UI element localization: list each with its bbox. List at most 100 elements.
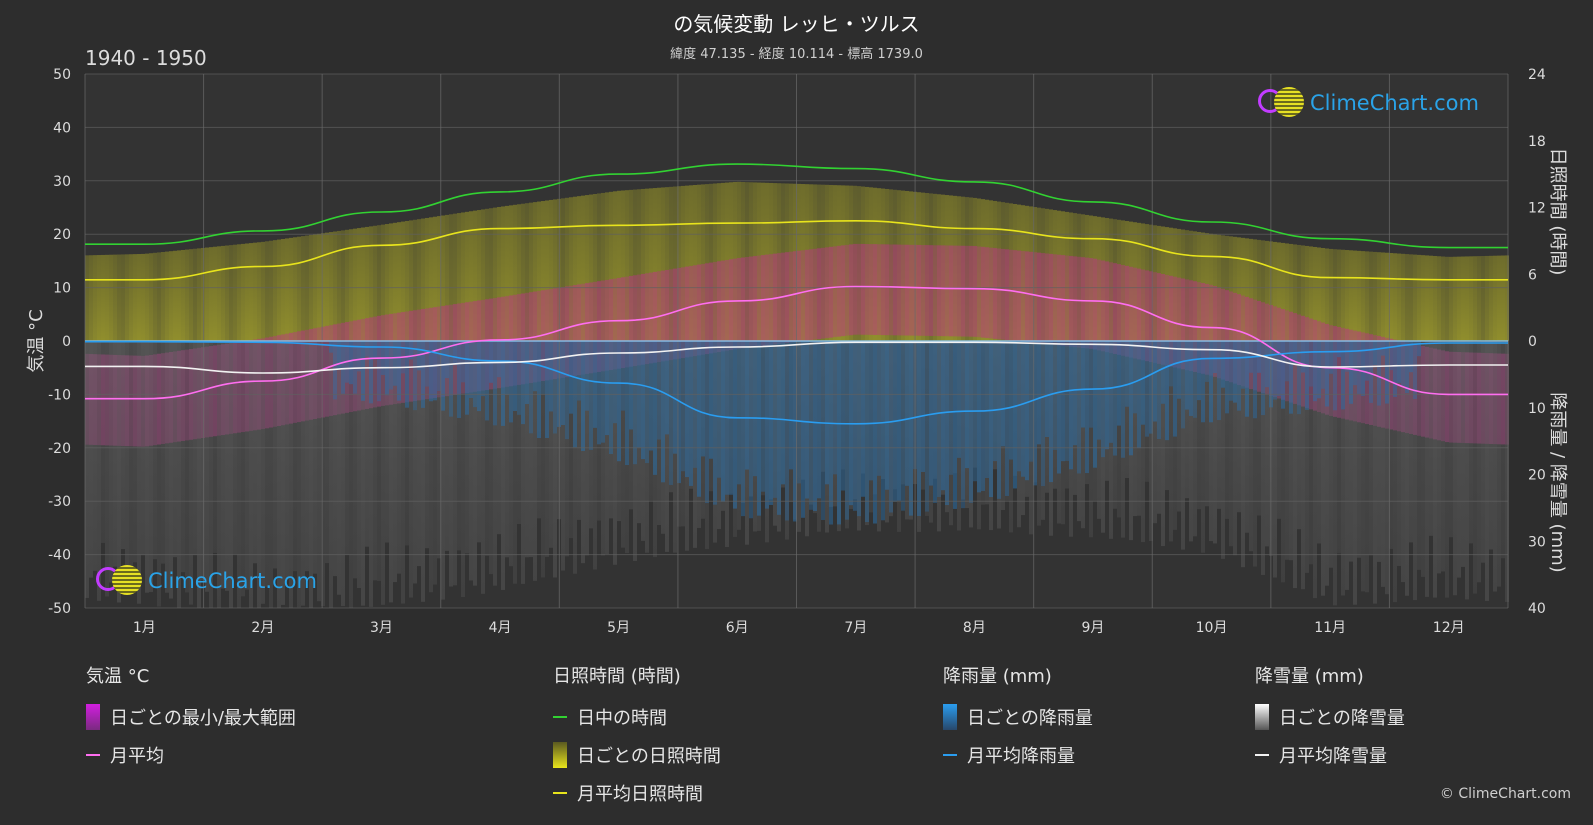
daily-sunshine-bar — [1105, 217, 1109, 341]
daily-sunshine-bar — [1169, 227, 1173, 341]
daily-temperature-range — [993, 248, 997, 339]
daily-temperature-range — [809, 249, 813, 341]
x-tick-label: 3月 — [370, 620, 393, 636]
logo-bottom[interactable]: ClimeChart.com — [94, 564, 317, 598]
daily-rain-bar — [1201, 341, 1205, 423]
daily-sunshine-bar — [693, 185, 697, 341]
daily-temperature-range — [845, 244, 849, 336]
daily-snow-bar — [681, 341, 685, 527]
daily-sunshine-bar — [809, 184, 813, 341]
daily-rain-bar — [777, 341, 781, 515]
daily-snow-bar — [1401, 341, 1405, 583]
daily-sunshine-bar — [385, 224, 389, 341]
daily-snow-bar — [1373, 341, 1377, 604]
daily-sunshine-bar — [813, 184, 817, 341]
y-tick-label: -50 — [48, 601, 71, 617]
daily-snow-bar — [493, 341, 497, 586]
daily-snow-bar — [797, 341, 801, 532]
daily-snow-bar — [369, 341, 373, 607]
daily-rain-bar — [1237, 341, 1241, 411]
daily-sunshine-bar — [341, 230, 345, 341]
daily-sunshine-bar — [353, 228, 357, 341]
daily-sunshine-bar — [609, 191, 613, 341]
daily-sunshine-bar — [1189, 230, 1193, 341]
y2-tick-label: 18 — [1528, 134, 1546, 150]
daily-rain-bar — [925, 341, 929, 512]
daily-sunshine-bar — [389, 223, 393, 341]
legend-rain: 降雨量 (mm) 日ごとの降雨量 月平均降雨量 — [943, 662, 1093, 774]
daily-rain-bar — [553, 341, 557, 434]
daily-temperature-range — [1141, 269, 1145, 361]
daily-rain-bar — [433, 341, 437, 401]
daily-sunshine-bar — [1345, 250, 1349, 341]
daily-rain-bar — [473, 341, 477, 408]
daily-rain-bar — [1013, 341, 1017, 489]
logo-top[interactable]: ClimeChart.com — [1256, 86, 1479, 120]
daily-temperature-range — [685, 266, 689, 358]
daily-snow-bar — [1021, 341, 1025, 516]
daily-snow-bar — [533, 341, 537, 581]
daily-snow-bar — [561, 341, 565, 571]
daily-rain-bar — [1149, 341, 1153, 434]
daily-temperature-range — [617, 277, 621, 369]
daily-sunshine-bar — [1469, 256, 1473, 341]
daily-sunshine-bar — [537, 201, 541, 341]
daily-sunshine-bar — [1421, 255, 1425, 341]
daily-snow-bar — [317, 341, 321, 602]
daily-snow-bar — [853, 341, 857, 500]
legend-group-title: 日照時間 (時間) — [553, 666, 681, 687]
daily-snow-bar — [1113, 341, 1117, 509]
daily-rain-bar — [909, 341, 913, 516]
daily-snow-bar — [765, 341, 769, 543]
daily-sunshine-bar — [741, 181, 745, 341]
daily-sunshine-bar — [1013, 203, 1017, 341]
daily-sunshine-bar — [901, 190, 905, 341]
daily-sunshine-bar — [1245, 238, 1249, 341]
daily-sunshine-bar — [1085, 214, 1089, 341]
daily-rain-bar — [1345, 341, 1349, 372]
daily-sunshine-bar — [409, 220, 413, 341]
daily-snow-bar — [541, 341, 545, 578]
daily-rain-bar — [965, 341, 969, 469]
daily-temperature-range — [873, 244, 877, 335]
daily-temperature-range — [1001, 248, 1005, 340]
daily-sunshine-bar — [437, 216, 441, 341]
daily-sunshine-bar — [1205, 233, 1209, 341]
daily-temperature-range — [757, 255, 761, 347]
daily-snow-bar — [105, 341, 109, 597]
daily-sunshine-bar — [405, 220, 409, 341]
daily-sunshine-bar — [853, 185, 857, 341]
daily-temperature-range — [665, 269, 669, 361]
daily-sunshine-bar — [269, 240, 273, 341]
y3-tick-label: 40 — [1528, 601, 1546, 617]
daily-snow-bar — [417, 341, 421, 567]
daily-temperature-range — [577, 284, 581, 376]
legend-item: 日ごとの日照時間 — [553, 736, 721, 774]
daily-snow-bar — [1249, 341, 1253, 552]
daily-rain-bar — [397, 341, 401, 401]
daily-sunshine-bar — [189, 249, 193, 341]
y-tick-label: -20 — [48, 441, 71, 457]
daily-sunshine-bar — [401, 221, 405, 341]
daily-snow-bar — [1481, 341, 1485, 563]
daily-sunshine-bar — [585, 195, 589, 341]
daily-snow-bar — [1453, 341, 1457, 596]
daily-sunshine-bar — [1193, 231, 1197, 341]
daily-sunshine-bar — [233, 244, 237, 341]
daily-temperature-range — [605, 279, 609, 371]
daily-snow-bar — [421, 341, 425, 602]
daily-snow-bar — [1457, 341, 1461, 578]
daily-snow-bar — [1405, 341, 1409, 596]
daily-rain-bar — [1057, 341, 1061, 474]
daily-sunshine-bar — [589, 194, 593, 341]
daily-temperature-range — [1201, 283, 1205, 374]
daily-sunshine-bar — [1197, 231, 1201, 341]
daily-temperature-range — [1049, 253, 1053, 345]
daily-snow-bar — [97, 341, 101, 601]
daily-temperature-range — [929, 245, 933, 336]
daily-sunshine-bar — [453, 213, 457, 341]
daily-snow-bar — [297, 341, 301, 608]
legend-sunshine: 日照時間 (時間) 日中の時間 日ごとの日照時間 月平均日照時間 — [553, 662, 721, 812]
daily-temperature-range — [933, 245, 937, 337]
daily-snow-bar — [865, 341, 869, 526]
